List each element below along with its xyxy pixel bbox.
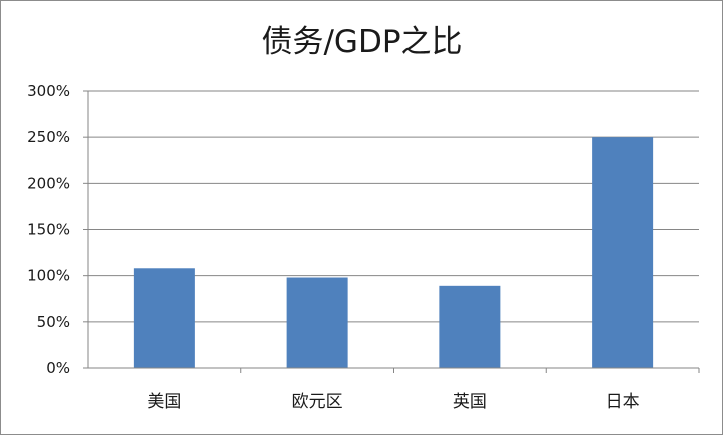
chart-title: 债务/GDP之比: [261, 24, 462, 60]
x-category-label: 英国: [453, 392, 487, 412]
y-tick-label: 300%: [27, 82, 70, 100]
bar-0: [133, 268, 195, 368]
y-tick-label: 200%: [27, 174, 70, 192]
x-category-label: 欧元区: [292, 392, 343, 412]
bar-3: [592, 137, 654, 368]
bar-2: [439, 285, 501, 368]
x-category-label: 美国: [147, 392, 181, 412]
y-tick-label: 0%: [46, 359, 70, 377]
x-axis-labels: 美国 欧元区 英国 日本: [147, 368, 700, 412]
y-tick-label: 100%: [27, 267, 70, 285]
x-category-label: 日本: [606, 392, 640, 412]
bar-1: [286, 277, 348, 368]
y-axis-ticks: 0% 50% 100% 150% 200% 250% 300%: [27, 82, 88, 377]
y-tick-label: 50%: [37, 313, 70, 331]
y-tick-label: 150%: [27, 221, 70, 239]
bars: [133, 137, 654, 368]
y-tick-label: 250%: [27, 128, 70, 146]
